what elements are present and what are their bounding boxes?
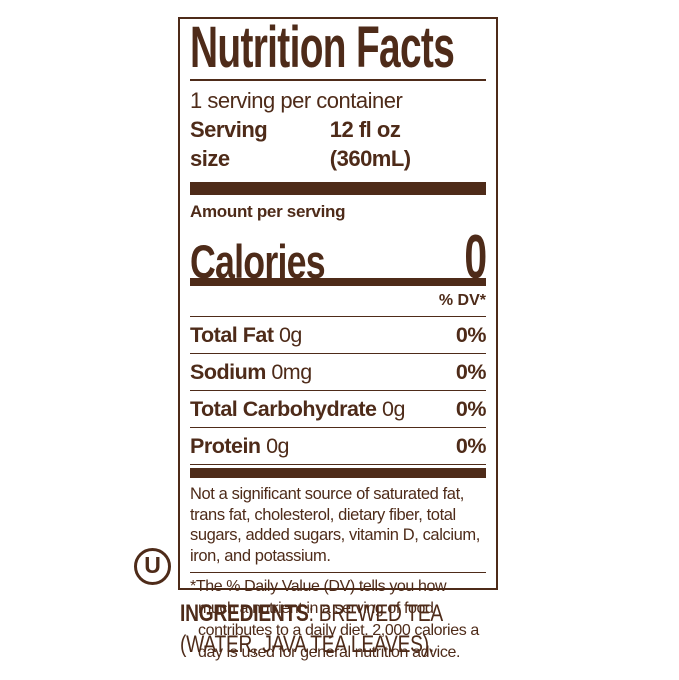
nutrient-daily-value: 0% [455, 323, 487, 347]
ingredients-line2: (WATER, JAVA TEA LEAVES). [180, 631, 434, 658]
calories-value: 0 [463, 223, 487, 292]
not-significant-source-note: Not a significant source of saturated fa… [190, 484, 486, 573]
daily-value-footnote: *The % Daily Value (DV) tells you how mu… [190, 578, 479, 661]
table-row-total-fat: Total Fat 0g 0% [190, 317, 487, 354]
table-row-sodium: Sodium 0mg 0% [190, 354, 487, 391]
ingredients-line1: INGREDIENTS: BREWED TEA [180, 598, 500, 629]
nutrient-name: Total Fat [190, 323, 274, 347]
table-row-protein: Protein 0g 0% [190, 428, 487, 465]
nutrient-name-amount: Protein 0g [190, 434, 289, 459]
nutrient-name: Protein [190, 434, 261, 458]
amount-per-serving-label: Amount per serving [190, 202, 346, 221]
calories-label: Calories [190, 235, 326, 288]
ingredients-section: INGREDIENTS: BREWED TEA (WATER, JAVA TEA… [180, 598, 500, 660]
nutrient-name-amount: Total Fat 0g [190, 323, 302, 348]
servings-per-container: 1 serving per container [190, 88, 403, 113]
thick-divider-bar [190, 182, 486, 195]
table-row-total-carbohydrate: Total Carbohydrate 0g 0% [190, 391, 487, 428]
nutrient-amount: 0g [266, 434, 289, 458]
nutrient-daily-value: 0% [455, 360, 487, 384]
ingredients-value: : BREWED TEA [308, 600, 444, 627]
serving-size-row: Serving size 12 fl oz (360mL) [190, 115, 486, 173]
title-divider [190, 79, 486, 81]
nutrient-daily-value: 0% [455, 434, 487, 458]
nutrient-amount: 0g [382, 397, 405, 421]
nutrient-name-amount: Sodium 0mg [190, 360, 312, 385]
nutrient-daily-value: 0% [455, 397, 487, 421]
kosher-letter: U [144, 552, 161, 578]
nutrient-name-amount: Total Carbohydrate 0g [190, 397, 405, 422]
nutrient-amount: 0mg [271, 360, 312, 384]
nutrient-name: Total Carbohydrate [190, 397, 377, 421]
nutrient-name: Sodium [190, 360, 266, 384]
ingredients-label: INGREDIENTS [180, 600, 309, 627]
nutrient-amount: 0g [278, 323, 302, 347]
daily-value-header: % DV* [190, 291, 486, 317]
serving-size-value: 12 fl oz (360mL) [329, 117, 411, 171]
nutrition-facts-title: Nutrition Facts [190, 15, 455, 80]
nutrition-facts-panel: Nutrition Facts 1 serving per container … [178, 15, 498, 661]
footer-divider-bar [190, 468, 486, 478]
calories-divider-bar [190, 278, 486, 286]
serving-size-label: Serving size [190, 117, 268, 171]
kosher-ou-icon: U [134, 548, 171, 585]
calories-row: Calories 0 [190, 222, 487, 292]
